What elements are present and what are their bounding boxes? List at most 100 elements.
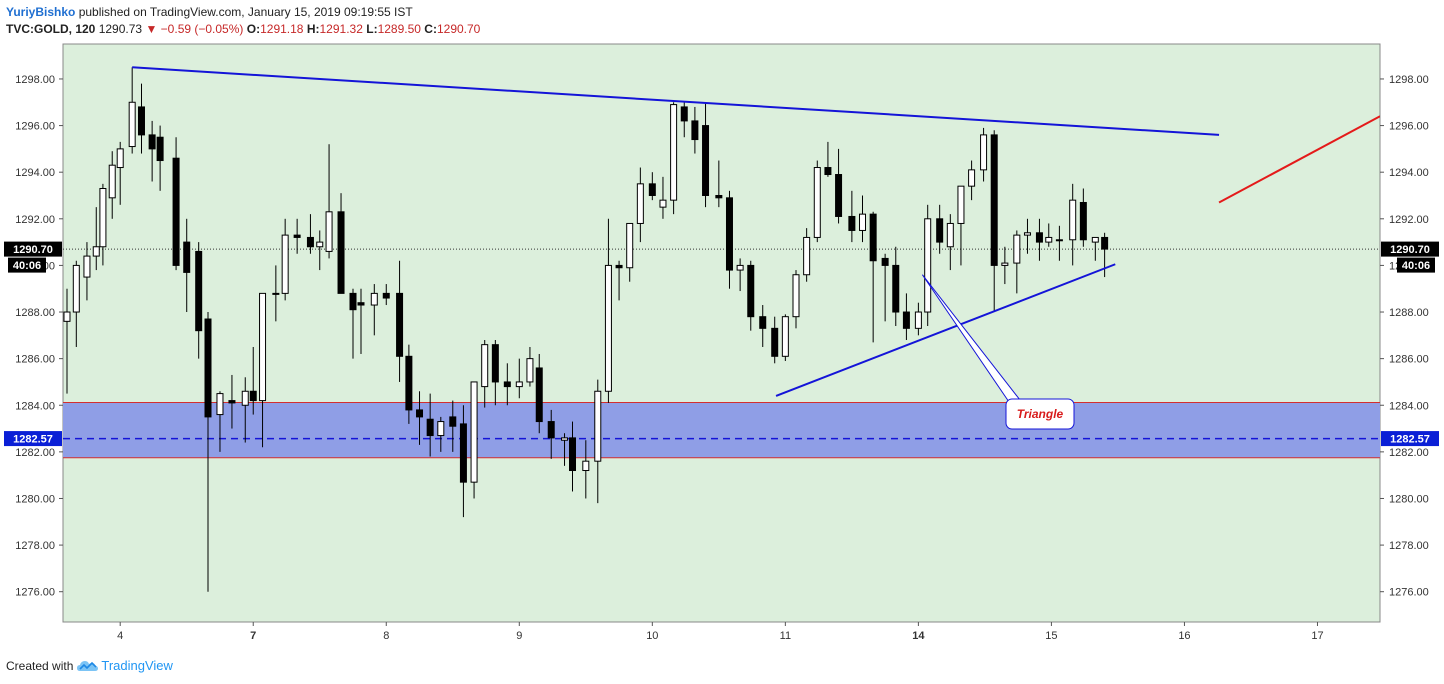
- candle-body: [813, 167, 821, 238]
- y-tick-label: 1278.00: [1389, 540, 1429, 552]
- candle-body: [824, 167, 832, 176]
- support-zone[interactable]: [63, 401, 1380, 459]
- candle-body: [691, 120, 699, 141]
- candle-body: [781, 316, 789, 357]
- y-tick-label: 1276.00: [1389, 587, 1429, 599]
- last-price-label-left-text: 1290.70: [13, 244, 53, 256]
- close-value: 1290.70: [436, 22, 481, 36]
- tradingview-brand: TradingView: [101, 658, 173, 673]
- candle-body: [803, 236, 811, 276]
- candle-body: [936, 218, 944, 243]
- y-tick-label: 1292.00: [15, 214, 55, 226]
- y-tick-label: 1286.00: [15, 354, 55, 366]
- callout-text: Triangle: [1017, 407, 1064, 421]
- candle-body: [680, 106, 688, 122]
- candle-body: [449, 416, 457, 427]
- triangle-callout[interactable]: Triangle: [921, 274, 1075, 430]
- candle-body: [396, 292, 404, 357]
- high-label: H:: [306, 22, 320, 36]
- trendlines[interactable]: [132, 66, 1380, 397]
- candle-body: [259, 292, 267, 402]
- candle-body: [659, 199, 667, 208]
- candle-body: [128, 101, 136, 148]
- chart-header-line-2: TVC:GOLD, 120 1290.73 ▼ −0.59 (−0.05%) O…: [6, 22, 480, 37]
- candle-body: [503, 381, 511, 388]
- candle-body: [241, 390, 249, 406]
- candle-body: [892, 264, 900, 313]
- open-value: 1291.18: [260, 22, 304, 36]
- tradingview-logo[interactable]: TradingView: [77, 658, 173, 674]
- x-tick-label: 10: [646, 630, 658, 642]
- trendline-red: [1218, 115, 1380, 204]
- countdown-label-right-text: 40:06: [1402, 260, 1430, 272]
- countdown-label-left-bg: [8, 257, 46, 273]
- candle-body: [272, 292, 280, 295]
- candle-body: [902, 311, 910, 329]
- candle-body: [881, 257, 889, 266]
- candle-body: [204, 318, 212, 418]
- candle-body: [306, 236, 314, 248]
- candle-body: [1045, 236, 1053, 243]
- candle-body: [736, 264, 744, 271]
- candle-body: [1001, 262, 1009, 266]
- y-tick-label: 1288.00: [1389, 307, 1429, 319]
- trendline-upper: [132, 66, 1220, 136]
- last-price-label-right-bg: [1381, 241, 1439, 257]
- x-axis: 4 7 8 9 10 11 14 15 16 17: [117, 622, 1324, 642]
- candle-body: [491, 344, 499, 383]
- y-tick-label: 1280.00: [1389, 493, 1429, 505]
- y-tick-label: 1298.00: [1389, 74, 1429, 86]
- candles: [63, 67, 1109, 592]
- tradingview-cloud-icon: [77, 661, 99, 671]
- y-tick-label: 1276.00: [15, 587, 55, 599]
- published-text: published on TradingView.com, January 15…: [78, 5, 413, 19]
- candle-body: [561, 437, 569, 441]
- x-tick-label: 4: [117, 630, 123, 642]
- candle-body: [715, 194, 723, 199]
- candle-body: [526, 358, 534, 383]
- y-tick-label: 1282.00: [15, 447, 55, 459]
- candle-body: [569, 437, 577, 472]
- candle-body: [1023, 232, 1031, 236]
- candle-body: [1069, 199, 1077, 241]
- candle-body: [459, 423, 467, 483]
- footer: Created with TradingView: [6, 658, 173, 674]
- candle-body: [848, 215, 856, 231]
- candle-body: [725, 197, 733, 271]
- candle-body: [946, 222, 954, 248]
- candle-body: [99, 188, 107, 248]
- candle-body: [249, 390, 257, 402]
- candle-body: [869, 213, 877, 262]
- open-label: O:: [246, 22, 261, 36]
- y-tick-label: 1284.00: [15, 400, 55, 412]
- author-name[interactable]: YuriyBishko: [6, 5, 76, 19]
- last-price-label-left-bg: [4, 241, 62, 257]
- y-axis-right: 1298.001296.001294.001292.001290.001288.…: [1380, 74, 1429, 599]
- x-tick-label: 15: [1045, 630, 1057, 642]
- high-value: 1291.32: [319, 22, 363, 36]
- chart-header-line-1: YuriyBishko published on TradingView.com…: [6, 5, 413, 20]
- candle-body: [83, 255, 91, 278]
- candle-body: [1091, 236, 1099, 243]
- x-tick-label: 11: [780, 630, 791, 642]
- candle-body: [437, 421, 445, 437]
- low-label: L:: [366, 22, 378, 36]
- candle-body: [924, 218, 932, 313]
- candle-body: [515, 381, 523, 388]
- candle-body: [137, 106, 145, 136]
- marked-level-label-left-text: 1282.57: [13, 434, 53, 446]
- candle-body: [72, 264, 80, 313]
- trendline-lower: [775, 263, 1116, 397]
- candle-body: [1013, 234, 1021, 264]
- candle-body: [702, 125, 710, 196]
- candle-body: [859, 213, 867, 231]
- candle-body: [416, 409, 424, 418]
- candle-body: [195, 250, 203, 332]
- candle-body: [747, 264, 755, 318]
- price-labels: 1290.70 40:06 1290.70 40:06 1282.57 1282.57: [4, 241, 1439, 447]
- candle-body: [172, 157, 180, 266]
- y-tick-label: 1292.00: [1389, 214, 1429, 226]
- candle-body: [957, 185, 965, 224]
- x-tick-label: 8: [383, 630, 389, 642]
